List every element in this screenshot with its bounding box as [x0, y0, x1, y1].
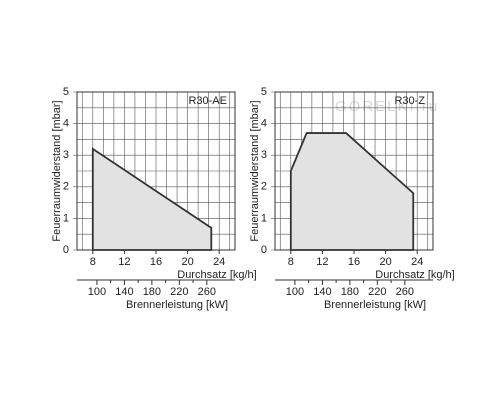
y-tick-label: 4	[261, 118, 267, 130]
chart-title: R30-AE	[188, 95, 227, 107]
y-tick-label: 0	[63, 244, 69, 256]
x2-axis-label: Brennerleistung [kW]	[126, 299, 228, 311]
x2-tick-label: 260	[396, 286, 414, 298]
plot-frame	[76, 91, 236, 251]
x2-tick-label: 180	[341, 286, 359, 298]
y-tick-label: 0	[261, 244, 267, 256]
x2-tick-label: 220	[170, 286, 188, 298]
chart-title: R30-Z	[394, 95, 425, 107]
x-tick-label: 12	[316, 256, 328, 268]
plot-frame	[274, 91, 434, 251]
y-tick-label: 2	[261, 181, 267, 193]
y-tick-label: 3	[63, 149, 69, 161]
y-tick-label: 1	[63, 212, 69, 224]
x2-tick-label: 140	[115, 286, 133, 298]
area	[91, 147, 213, 251]
y-tick-label: 1	[261, 212, 267, 224]
x-axis-label: Durchsatz [kg/h]	[375, 269, 454, 281]
y-tick-label: 2	[63, 181, 69, 193]
x-tick-label: 24	[411, 256, 423, 268]
x2-tick-label: 100	[88, 286, 106, 298]
x2-tick-label: 140	[313, 286, 331, 298]
x2-tick-label: 100	[286, 286, 304, 298]
x-tick-label: 16	[150, 256, 162, 268]
x-tick-label: 8	[288, 256, 294, 268]
x-tick-label: 12	[118, 256, 130, 268]
x-tick-label: 20	[181, 256, 193, 268]
x-tick-label: 20	[379, 256, 391, 268]
y-axis-label: Feuerraumwiderstand [mbar]	[249, 100, 261, 241]
area	[289, 132, 415, 251]
watermark: GORELKI.ru	[335, 98, 439, 115]
x2-axis-label: Brennerleistung [kW]	[324, 299, 426, 311]
x-axis-label: Durchsatz [kg/h]	[177, 269, 256, 281]
x2-tick-label: 220	[368, 286, 386, 298]
x2-tick-label: 180	[143, 286, 161, 298]
y-axis-label: Feuerraumwiderstand [mbar]	[51, 100, 63, 241]
x-tick-label: 16	[348, 256, 360, 268]
x-tick-label: 24	[213, 256, 225, 268]
y-tick-label: 4	[63, 118, 69, 130]
x2-tick-label: 260	[198, 286, 216, 298]
y-tick-label: 3	[261, 149, 267, 161]
y-tick-label: 5	[63, 86, 69, 98]
y-tick-label: 5	[261, 86, 267, 98]
x-tick-label: 8	[90, 256, 96, 268]
